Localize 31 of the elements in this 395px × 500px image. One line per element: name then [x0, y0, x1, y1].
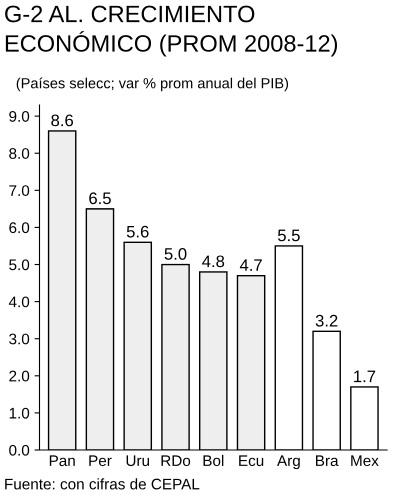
data-label: 5.6: [126, 226, 149, 238]
data-label: 3.2: [316, 314, 338, 327]
x-tick-label: RDo: [161, 455, 190, 466]
data-label: 6.5: [89, 192, 111, 204]
x-tick-label: Mex: [351, 455, 379, 466]
x-tick-label: Per: [89, 455, 112, 466]
x-tick-label: Bra: [316, 455, 339, 466]
source-note: Fuente: con cifras de CEPAL: [5, 478, 200, 490]
y-tick-label: 7.0: [9, 185, 30, 196]
chart-subtitle: (Países selecc; var % prom anual del PIB): [16, 78, 288, 92]
x-tick-label: Ecu: [239, 455, 264, 466]
x-tick-label: Bol: [204, 454, 224, 466]
y-tick-label: 1.0: [10, 408, 30, 419]
y-tick-label: 6.0: [9, 222, 30, 234]
chart-title: G-2 AL. CRECIMIENTO ECONÓMICO (PROM 2008-12): [5, 6, 338, 56]
x-tick-label: Pan: [50, 455, 75, 466]
y-tick-label: 9.0: [9, 110, 30, 122]
x-tick-label: Uru: [126, 455, 150, 466]
y-tick-label: 8.0: [9, 148, 30, 159]
y-tick-label: 3.0: [9, 334, 30, 344]
data-label: 4.7: [240, 259, 262, 271]
data-label: 5.5: [278, 230, 300, 242]
y-tick-label: 2.0: [9, 370, 30, 382]
y-tick-label: 4.0: [8, 296, 30, 308]
data-label: 8.6: [51, 114, 74, 126]
y-tick-label: 5.0: [9, 259, 30, 270]
y-tick-label: 0.0: [9, 444, 30, 456]
data-label: 1.7: [354, 370, 376, 382]
x-tick-label: Arg: [277, 455, 300, 470]
data-label: 5.0: [164, 248, 186, 260]
data-label: 4.8: [202, 255, 224, 268]
